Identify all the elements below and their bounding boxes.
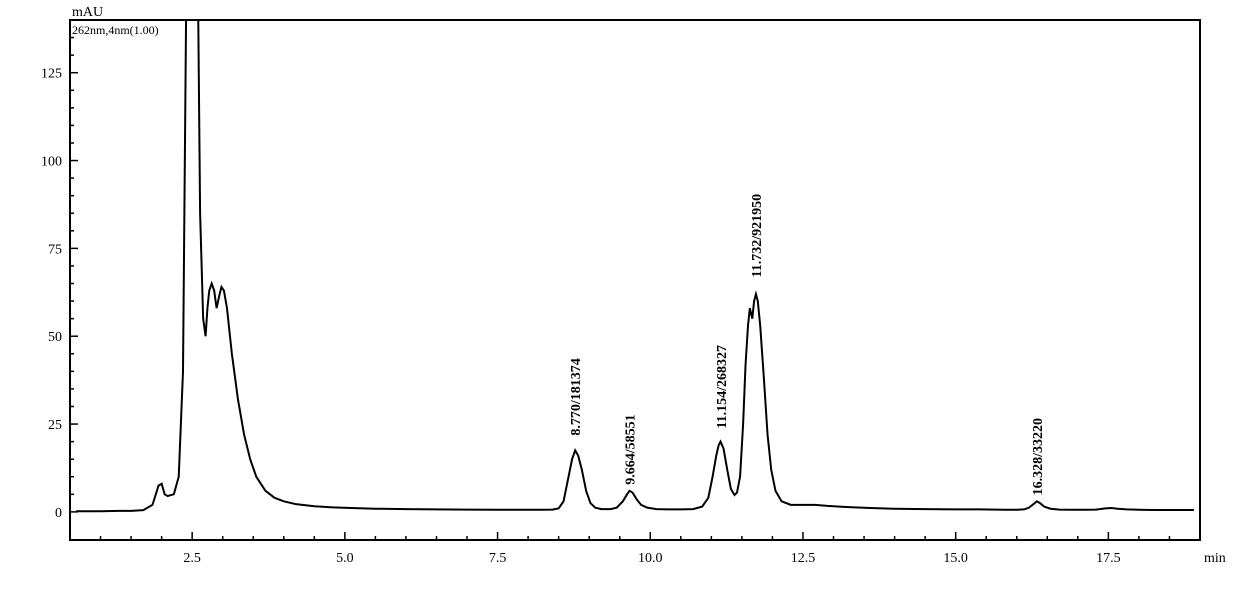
chromatogram-chart: 0 25 50 75 100 125 2.5 5.0 7.5 10.0 12.5 15.0 17.5 mA… (0, 0, 1240, 599)
x-tick-label: 15.0 (943, 551, 968, 566)
x-tick-label: 10.0 (638, 551, 663, 566)
peak-label: 16.328/33220 (1031, 418, 1046, 495)
x-axis-label: min (1204, 551, 1226, 566)
detector-label: 262nm,4nm(1.00) (72, 23, 159, 37)
y-tick-label: 100 (41, 155, 62, 170)
y-tick-label: 25 (48, 418, 62, 433)
peak-label: 8.770/181374 (569, 358, 584, 435)
x-tick-label: 12.5 (791, 551, 816, 566)
x-tick-label: 7.5 (489, 551, 507, 566)
peak-label: 9.664/58551 (624, 414, 639, 484)
y-tick-label: 50 (48, 330, 62, 345)
y-tick-label: 75 (48, 242, 62, 257)
peak-label: 11.154/268327 (715, 345, 730, 429)
peak-label: 11.732/921950 (750, 194, 765, 278)
x-tick-label: 17.5 (1096, 551, 1121, 566)
y-tick-label: 125 (41, 67, 62, 82)
y-tick-label: 0 (55, 506, 62, 521)
x-tick-label: 2.5 (183, 551, 201, 566)
y-axis-label: mAU (72, 5, 103, 20)
x-tick-label: 5.0 (336, 551, 354, 566)
